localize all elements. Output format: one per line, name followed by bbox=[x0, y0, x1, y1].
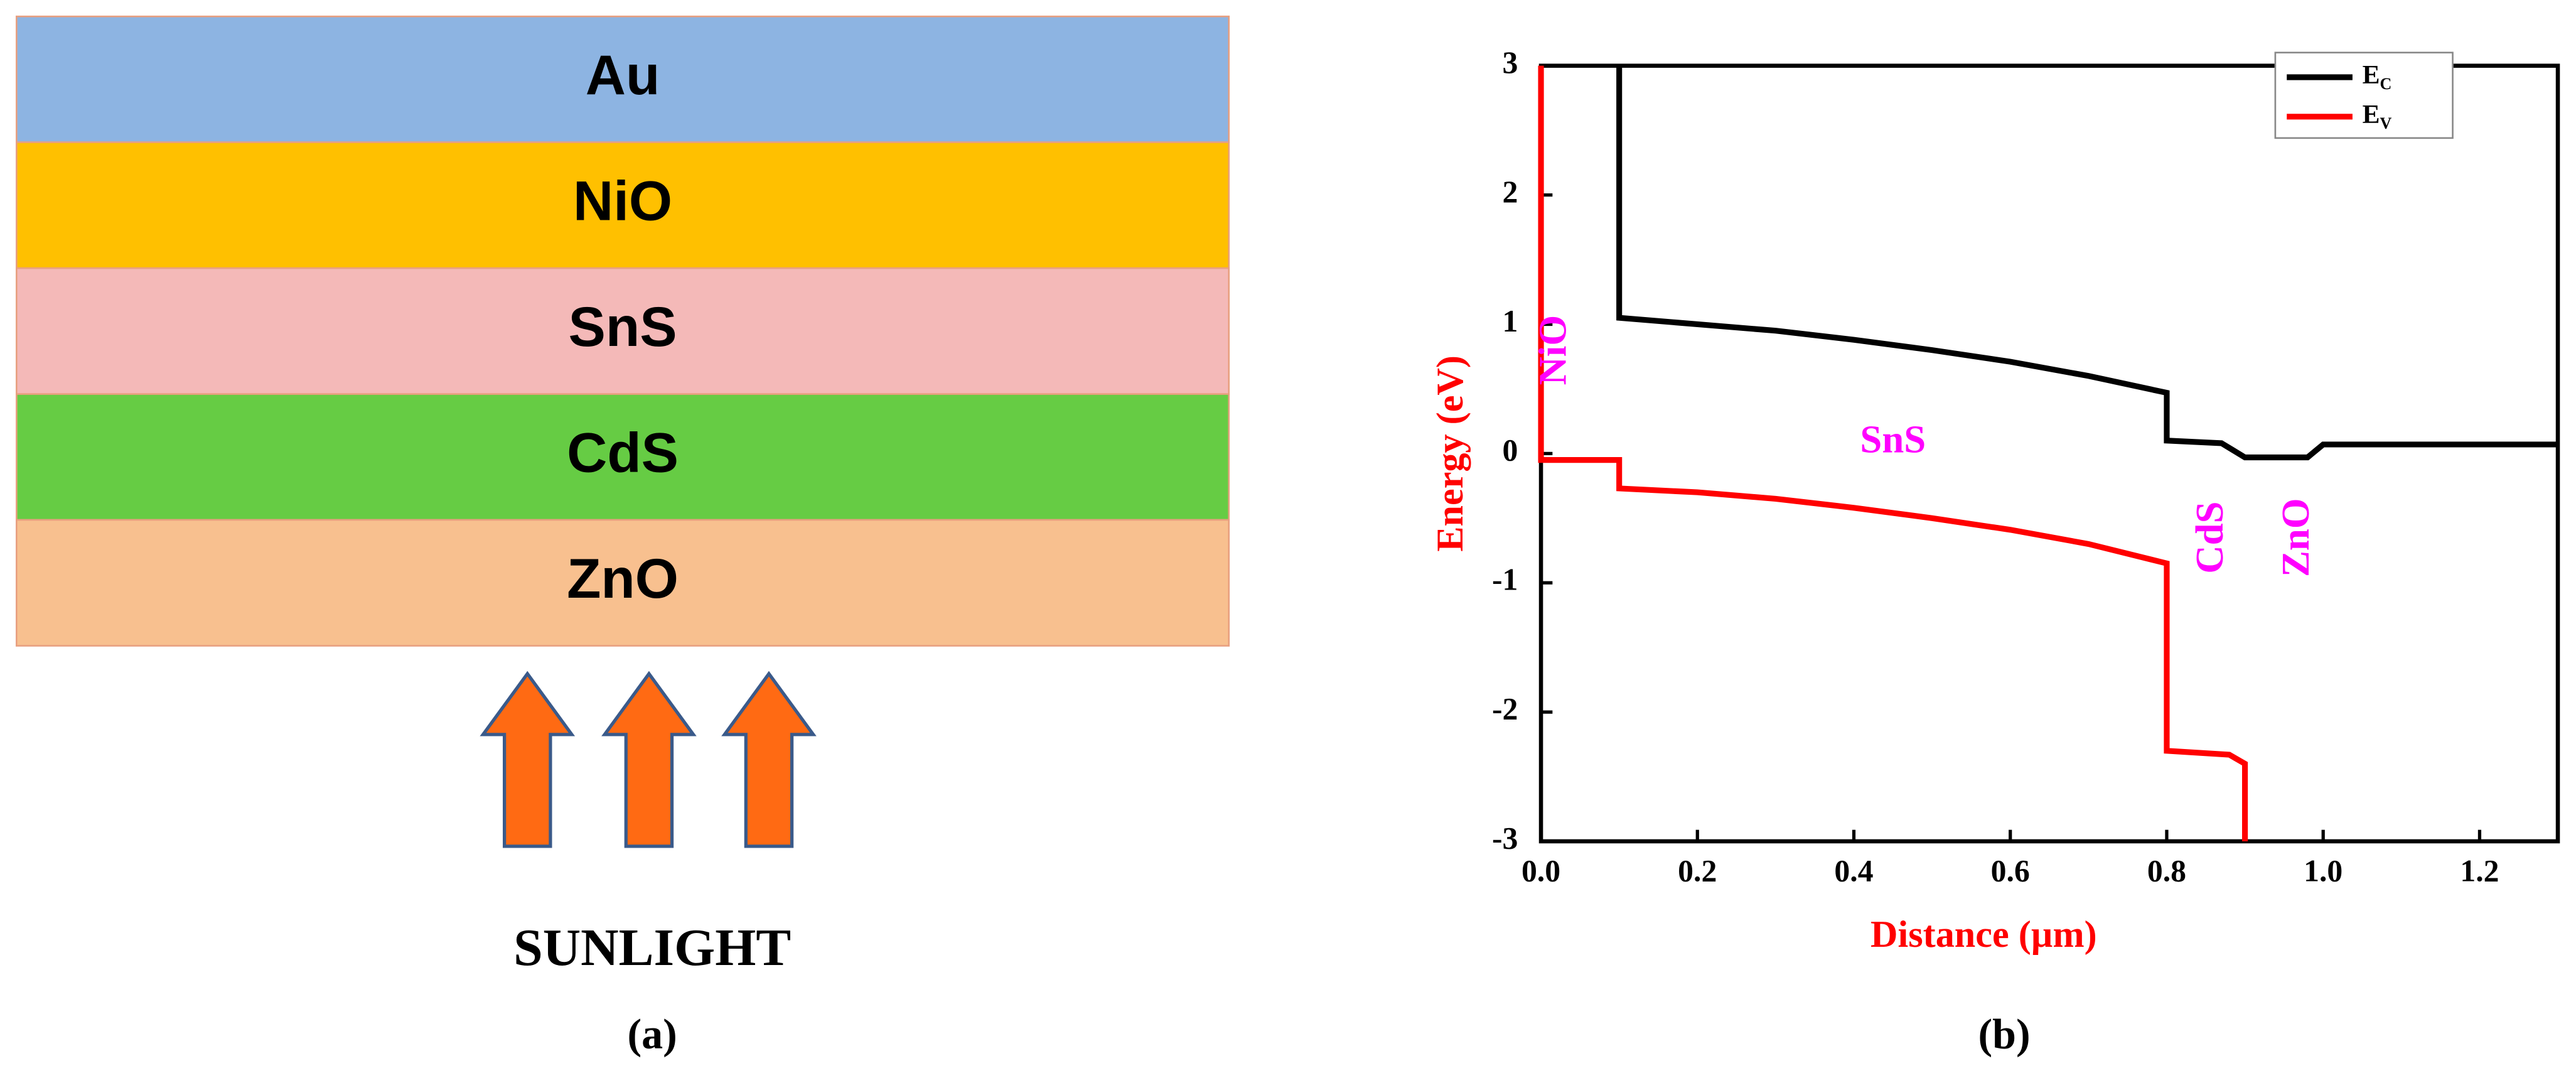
layer-label: Au bbox=[586, 43, 660, 106]
y-tick-label: 1 bbox=[1503, 304, 1518, 338]
x-tick-label: 0.6 bbox=[1991, 854, 2030, 888]
region-label: SnS bbox=[1860, 417, 1926, 461]
y-tick-label: -2 bbox=[1492, 692, 1518, 726]
x-tick-label: 0.0 bbox=[1521, 854, 1560, 888]
sunlight-arrow bbox=[480, 671, 576, 848]
y-tick-label: 2 bbox=[1503, 175, 1518, 209]
legend-label: EC bbox=[2363, 61, 2392, 93]
region-label: NiO bbox=[1530, 315, 1574, 386]
layer-label: NiO bbox=[573, 169, 672, 232]
plot-frame bbox=[1538, 63, 2560, 844]
y-tick-label: -3 bbox=[1492, 821, 1518, 855]
series-line bbox=[1616, 65, 2558, 461]
layer bbox=[16, 267, 1230, 395]
legend-box bbox=[2274, 51, 2454, 139]
layer-label: ZnO bbox=[567, 547, 679, 610]
y-axis-label: Energy (eV) bbox=[1429, 355, 1471, 552]
x-axis-label: Distance (µm) bbox=[1870, 914, 2097, 956]
y-tick-label: -1 bbox=[1492, 563, 1518, 597]
layer-label: SnS bbox=[569, 295, 677, 358]
region-label: ZnO bbox=[2273, 498, 2317, 577]
x-tick-label: 1.2 bbox=[2460, 854, 2499, 888]
caption: (a) bbox=[627, 1010, 677, 1058]
region-label: CdS bbox=[2187, 502, 2231, 574]
layer-label: CdS bbox=[567, 421, 679, 483]
y-tick-label: 3 bbox=[1503, 45, 1518, 80]
layer bbox=[16, 141, 1230, 269]
x-tick-label: 0.8 bbox=[2147, 854, 2186, 888]
legend-label: EV bbox=[2363, 100, 2392, 132]
y-tick-label: 0 bbox=[1503, 433, 1518, 468]
caption: (b) bbox=[1978, 1010, 2030, 1058]
layer bbox=[16, 393, 1230, 521]
series-line bbox=[1538, 65, 2248, 841]
layer bbox=[16, 519, 1230, 647]
layer bbox=[16, 15, 1230, 143]
sunlight-label: SUNLIGHT bbox=[513, 919, 791, 977]
x-tick-label: 1.0 bbox=[2304, 854, 2343, 888]
x-tick-label: 0.2 bbox=[1678, 854, 1717, 888]
sunlight-arrow bbox=[601, 671, 697, 848]
sunlight-arrow bbox=[721, 671, 817, 848]
x-tick-label: 0.4 bbox=[1834, 854, 1873, 888]
